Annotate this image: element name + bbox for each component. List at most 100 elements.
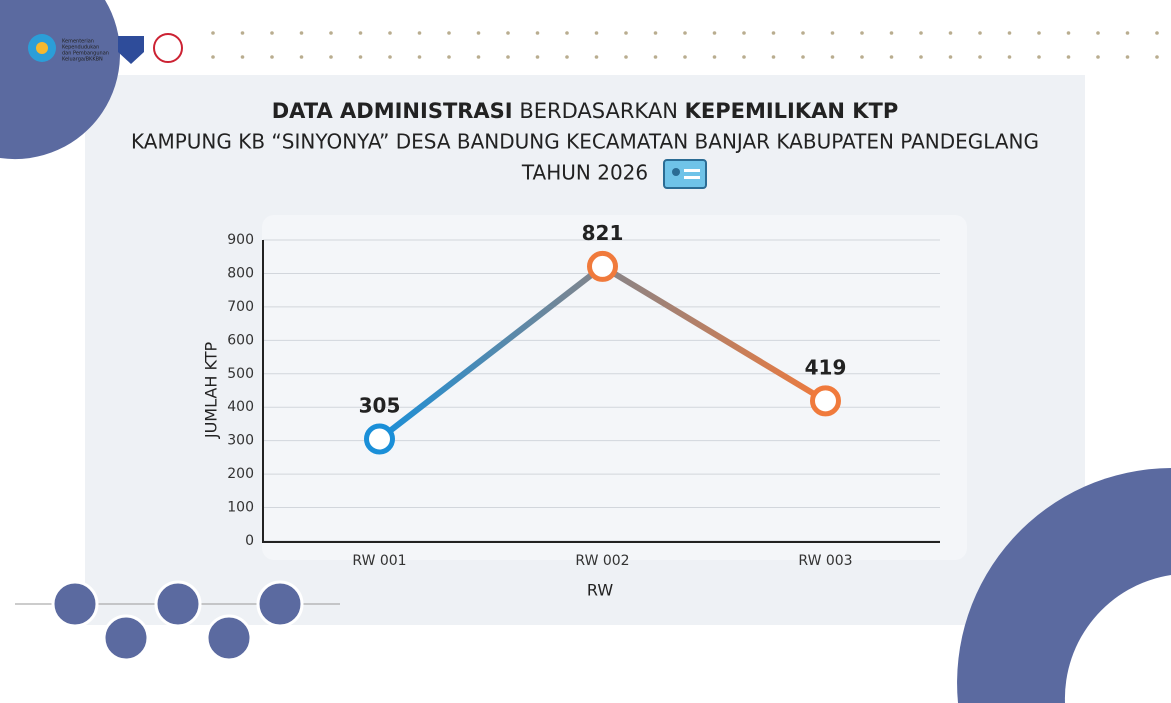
y-tick-label: 300: [227, 433, 254, 449]
dot: [1007, 31, 1012, 35]
dot: [948, 31, 953, 35]
dot: [860, 31, 864, 35]
dot: [329, 31, 333, 35]
corner-shape: [0, 0, 120, 160]
dot: [1066, 31, 1071, 35]
dot: [594, 31, 599, 35]
dot: [476, 31, 481, 35]
title-part: DATA ADMINISTRASI: [272, 99, 513, 123]
dot: [771, 31, 776, 35]
dot: [889, 31, 894, 35]
data-label: 419: [805, 355, 847, 379]
dot: [1125, 31, 1130, 35]
data-label: 821: [582, 221, 624, 245]
dot: [447, 55, 451, 59]
dot: [240, 55, 245, 59]
dot: [476, 55, 481, 59]
chart-title: DATA ADMINISTRASI BERDASARKAN KEPEMILIKA…: [272, 99, 899, 123]
dot: [1155, 31, 1159, 35]
dot: [712, 55, 717, 59]
y-tick-label: 900: [227, 232, 254, 248]
x-tick-label: RW 002: [575, 553, 629, 569]
logo-line: Kependudukan: [62, 45, 99, 51]
dot: [565, 55, 569, 59]
dot: [270, 55, 274, 59]
dot: [1066, 55, 1071, 59]
y-tick-label: 400: [227, 399, 254, 415]
dot: [329, 55, 333, 59]
dot: [948, 55, 953, 59]
y-tick-label: 800: [227, 265, 254, 281]
dot: [506, 55, 510, 59]
dot: [624, 31, 628, 35]
logo-line: dan Pembangunan: [62, 51, 109, 57]
dot: [417, 55, 422, 59]
dot: [1125, 55, 1130, 59]
dot: [240, 31, 245, 35]
y-tick-label: 700: [227, 299, 254, 315]
point: [364, 423, 395, 455]
dot: [299, 31, 304, 35]
dot: [506, 31, 510, 35]
point: [587, 250, 618, 282]
data-label: 305: [359, 393, 401, 417]
point: [810, 385, 841, 417]
dot: [1096, 31, 1100, 35]
dot: [594, 55, 599, 59]
dot: [535, 31, 540, 35]
dot-pattern: [211, 31, 1159, 59]
dot: [653, 55, 658, 59]
dot: [447, 31, 451, 35]
dot: [358, 31, 363, 35]
dot: [1096, 55, 1100, 59]
dot: [978, 55, 982, 59]
title-part: KEPEMILIKAN KTP: [685, 99, 899, 123]
id-card-icon: [663, 159, 707, 189]
corner-shape: [1064, 575, 1171, 703]
dot: [388, 31, 392, 35]
x-axis-label: RW: [587, 581, 613, 600]
dot: [211, 55, 215, 59]
dot: [919, 55, 923, 59]
dot: [742, 31, 746, 35]
dot: [860, 55, 864, 59]
y-tick-label: 200: [227, 466, 254, 482]
dot: [801, 55, 805, 59]
decor-circles: [15, 580, 340, 662]
dot: [919, 31, 923, 35]
dot: [417, 31, 422, 35]
dot: [358, 55, 363, 59]
dot: [299, 55, 304, 59]
dot: [1037, 55, 1041, 59]
y-tick-label: 0: [245, 533, 254, 549]
dot: [683, 31, 687, 35]
y-tick-label: 500: [227, 366, 254, 382]
dot: [270, 31, 274, 35]
dot: [565, 31, 569, 35]
logos: [28, 33, 183, 64]
subtitle: TAHUN 2026: [521, 161, 648, 185]
dot: [683, 55, 687, 59]
y-axis-label: JUMLAH KTP: [202, 342, 221, 440]
dot: [1037, 31, 1041, 35]
dot: [535, 55, 540, 59]
dot: [830, 55, 835, 59]
title-part: BERDASARKAN: [519, 99, 678, 123]
x-tick-label: RW 003: [798, 553, 852, 569]
dot: [889, 55, 894, 59]
dot: [624, 55, 628, 59]
dot: [978, 31, 982, 35]
dot: [712, 31, 717, 35]
y-tick-label: 600: [227, 332, 254, 348]
subtitle: KAMPUNG KB “SINYONYA” DESA BANDUNG KECAM…: [131, 130, 1039, 154]
dot: [830, 31, 835, 35]
dot: [388, 55, 392, 59]
y-tick-label: 100: [227, 500, 254, 516]
dot: [801, 31, 805, 35]
dot: [742, 55, 746, 59]
logo-line: Kementerian: [62, 39, 94, 45]
logo-line: Keluarga/BKKBN: [62, 57, 103, 63]
x-tick-label: RW 001: [352, 553, 406, 569]
